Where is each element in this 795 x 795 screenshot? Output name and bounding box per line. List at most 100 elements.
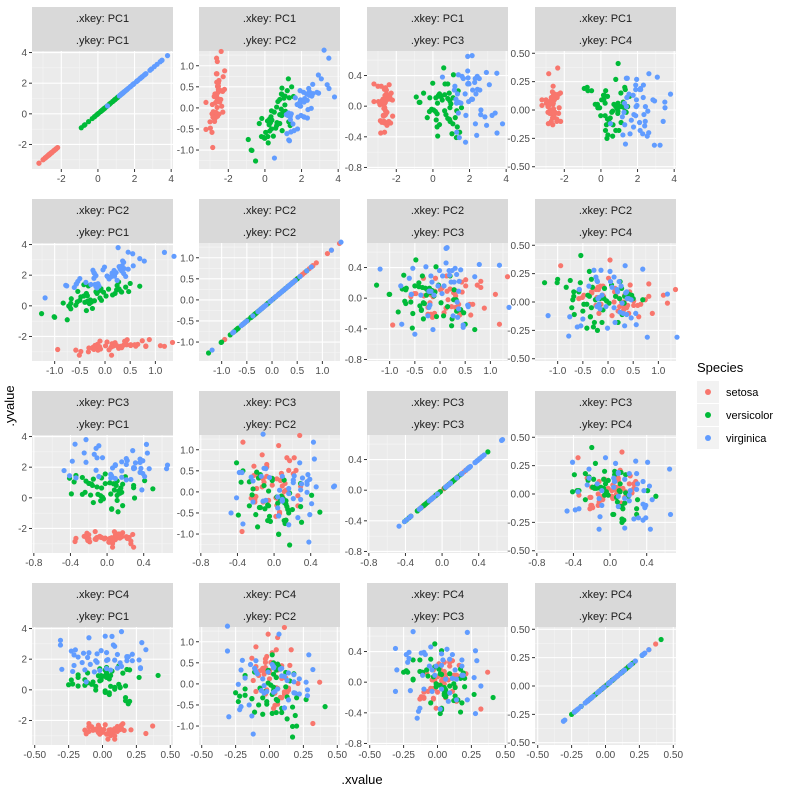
point-versicolor	[275, 500, 281, 506]
y-tick-label: 0.5	[180, 82, 194, 93]
point-setosa	[210, 144, 216, 151]
point-versicolor	[111, 487, 117, 493]
point-virginica	[278, 289, 285, 295]
y-tick-label: 0.00	[511, 298, 531, 309]
point-versicolor	[60, 300, 66, 306]
point-virginica	[611, 274, 617, 280]
point-virginica	[426, 663, 432, 669]
point-virginica	[286, 522, 292, 528]
point-versicolor	[38, 311, 45, 317]
point-virginica	[281, 705, 288, 711]
point-virginica	[414, 715, 420, 721]
facet-strip-xkey	[367, 7, 508, 29]
point-virginica	[440, 657, 446, 663]
point-virginica	[483, 69, 489, 76]
y-tick-label: 1.0	[180, 253, 194, 264]
point-virginica	[462, 91, 468, 97]
point-virginica	[635, 515, 642, 521]
x-tick-label: -0.50	[190, 750, 213, 761]
x-tick-label: 0.4	[304, 558, 318, 569]
facet-strip-xkey-label: .xkey: PC3	[243, 397, 296, 409]
point-virginica	[253, 668, 259, 674]
point-setosa	[445, 297, 451, 303]
point-versicolor	[120, 481, 126, 487]
facet-strip-ykey	[535, 29, 676, 51]
point-versicolor	[587, 314, 593, 320]
point-versicolor	[246, 503, 252, 509]
y-tick-label: 0.50	[511, 625, 531, 636]
point-virginica	[235, 681, 241, 687]
point-versicolor	[589, 444, 595, 451]
point-versicolor	[616, 488, 622, 494]
point-setosa	[492, 291, 499, 297]
point-virginica	[108, 471, 114, 477]
point-virginica	[456, 288, 462, 294]
point-virginica	[112, 643, 118, 649]
point-setosa	[383, 91, 390, 97]
point-virginica	[575, 489, 581, 495]
point-virginica	[594, 481, 600, 487]
point-versicolor	[614, 499, 621, 505]
point-virginica	[270, 689, 277, 695]
point-versicolor	[599, 319, 605, 326]
y-tick-label: 0.50	[511, 433, 531, 444]
point-virginica	[288, 129, 294, 135]
point-versicolor	[452, 684, 458, 691]
facet-strip-ykey-label: .ykey: PC2	[243, 227, 296, 239]
point-virginica	[441, 283, 447, 289]
point-versicolor	[317, 509, 323, 515]
x-tick-label: 0.25	[294, 750, 314, 761]
y-tick-label: 2	[21, 655, 27, 666]
point-setosa	[478, 284, 484, 291]
x-tick-label: 0.4	[137, 558, 151, 569]
point-virginica	[125, 249, 131, 255]
point-setosa	[266, 676, 273, 682]
point-versicolor	[444, 304, 451, 310]
point-virginica	[564, 508, 570, 514]
point-versicolor	[91, 298, 98, 304]
point-versicolor	[615, 60, 621, 67]
y-tick-label: 0	[21, 301, 27, 312]
point-versicolor	[618, 104, 625, 110]
point-virginica	[286, 137, 292, 143]
point-setosa	[82, 727, 88, 733]
point-virginica	[633, 310, 639, 316]
point-virginica	[640, 651, 647, 657]
point-setosa	[273, 647, 279, 653]
point-virginica	[394, 667, 400, 673]
point-virginica	[415, 708, 422, 714]
point-setosa	[291, 455, 297, 461]
facet-strip-ykey-label: .ykey: PC3	[411, 611, 464, 623]
point-versicolor	[571, 289, 577, 295]
point-versicolor	[640, 297, 646, 303]
point-setosa	[557, 90, 564, 96]
point-virginica	[456, 278, 462, 284]
point-virginica	[459, 663, 465, 669]
point-virginica	[304, 693, 311, 699]
point-versicolor	[289, 704, 296, 710]
point-virginica	[91, 451, 97, 457]
point-virginica	[99, 455, 106, 461]
point-virginica	[452, 265, 458, 271]
point-setosa	[389, 97, 396, 103]
point-virginica	[630, 124, 637, 130]
point-setosa	[284, 455, 290, 461]
y-tick-label: 0.5	[180, 274, 194, 285]
point-virginica	[104, 103, 111, 109]
point-versicolor	[284, 88, 290, 94]
point-setosa	[86, 536, 92, 542]
point-versicolor	[445, 95, 451, 102]
point-versicolor	[85, 119, 92, 125]
point-virginica	[288, 111, 294, 117]
y-tick-label: 1.0	[180, 61, 194, 72]
point-virginica	[75, 654, 81, 660]
facet-strip-xkey	[199, 391, 340, 413]
point-virginica	[582, 700, 588, 706]
point-setosa	[207, 119, 213, 125]
x-tick-label: -0.25	[392, 750, 415, 761]
point-virginica	[130, 82, 136, 88]
point-virginica	[318, 76, 324, 82]
point-virginica	[307, 476, 313, 482]
y-tick-label: -2	[18, 716, 27, 727]
point-virginica	[128, 476, 134, 483]
